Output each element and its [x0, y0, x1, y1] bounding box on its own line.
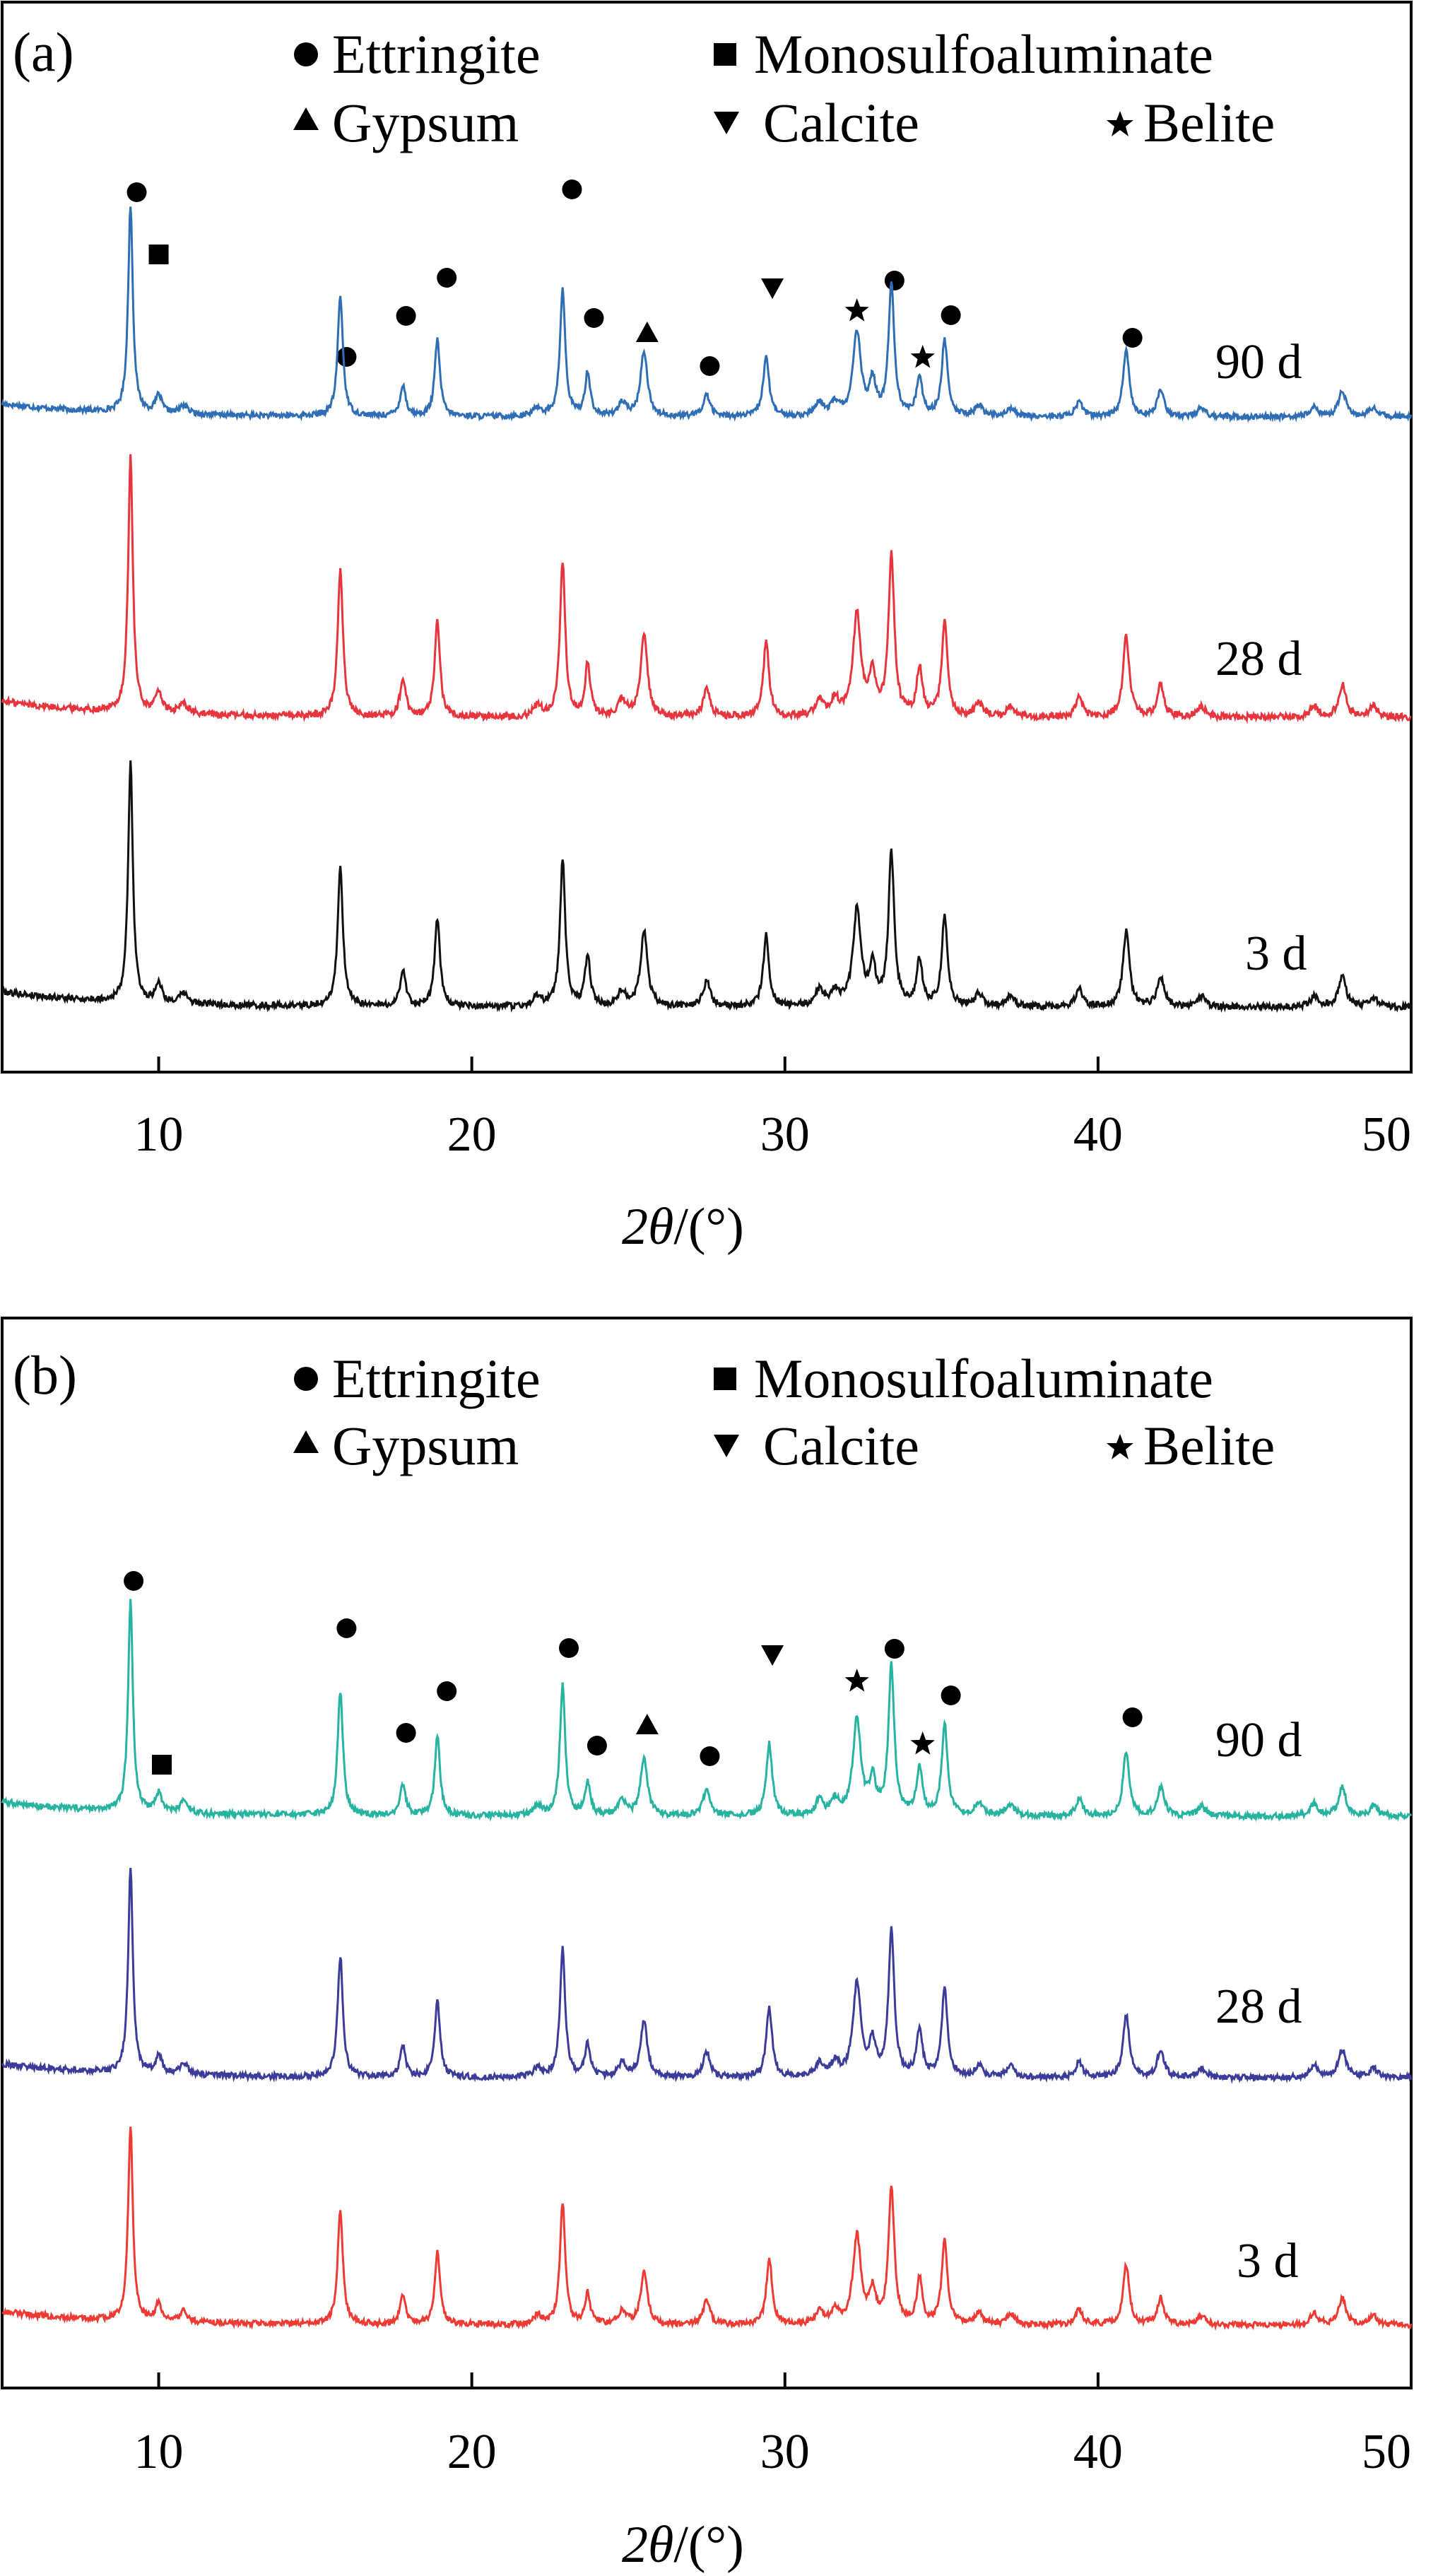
legend-label-belite: Belite	[1143, 1415, 1275, 1476]
legend-triangle-up-icon	[293, 1430, 319, 1453]
legend-label-gypsum: Gypsum	[332, 1415, 519, 1476]
legend-label-calcite: Calcite	[763, 92, 919, 153]
xrd-traces-a	[1, 206, 1413, 1013]
phase-marker-triangle-up	[635, 1714, 659, 1734]
phase-marker-circle	[336, 347, 357, 367]
phase-marker-star	[844, 1669, 869, 1692]
svg-text:2θ/(°): 2θ/(°)	[622, 1198, 744, 1256]
phase-marker-star	[910, 345, 935, 368]
legend-square-icon	[714, 43, 736, 66]
x-tick-label: 10	[134, 2425, 184, 2479]
phase-marker-circle	[562, 180, 582, 199]
phase-marker-circle	[941, 1686, 961, 1705]
legend-star-icon	[1107, 111, 1133, 136]
phase-marker-triangle-up	[635, 322, 659, 342]
legend-label-monosulfoaluminate: Monosulfoaluminate	[754, 23, 1213, 85]
legend-circle-icon	[294, 1367, 318, 1391]
series-label-28d-a: 28 d	[1215, 632, 1302, 686]
x-tick-label: 30	[760, 1107, 810, 1162]
x-axis-ticks-b: 10 20 30 40 50	[134, 2372, 1413, 2479]
phase-marker-circle	[700, 356, 720, 376]
phase-marker-circle	[437, 1681, 457, 1701]
xrd-trace-90d	[1, 1599, 1413, 1823]
x-tick-label: 30	[760, 2425, 810, 2479]
phase-marker-circle	[700, 1746, 720, 1766]
legend-label-belite: Belite	[1143, 92, 1275, 153]
legend-triangle-down-icon	[714, 1435, 739, 1457]
phase-marker-circle	[336, 1618, 357, 1638]
phase-marker-circle	[559, 1638, 579, 1658]
phase-marker-circle	[437, 268, 457, 288]
phase-markers-a	[126, 180, 1143, 376]
x-axis-unit-b: /(°)	[673, 2516, 743, 2574]
phase-marker-square	[148, 245, 169, 264]
series-label-90d-a: 90 d	[1215, 335, 1302, 389]
x-axis-symbol-b: 2θ	[622, 2516, 673, 2574]
series-label-28d-b: 28 d	[1215, 1980, 1302, 2034]
phase-marker-circle	[396, 1723, 416, 1743]
legend-a: Ettringite Monosulfoaluminate Gypsum Cal…	[293, 23, 1275, 153]
phase-marker-circle	[884, 1639, 904, 1659]
x-axis-unit-a: /(°)	[673, 1198, 743, 1256]
series-label-3d-a: 3 d	[1245, 927, 1307, 981]
plot-frame-b	[1, 1317, 1413, 2389]
legend-label-ettringite: Ettringite	[332, 23, 541, 85]
phase-marker-star	[844, 298, 869, 322]
x-axis-ticks-a: 10 20 30 40 50	[134, 1057, 1413, 1162]
x-tick-label: 20	[447, 2425, 497, 2479]
phase-marker-circle	[884, 271, 904, 290]
x-axis-symbol-a: 2θ	[622, 1198, 673, 1256]
svg-text:2θ/(°): 2θ/(°)	[622, 2516, 744, 2574]
series-label-3d-b: 3 d	[1237, 2234, 1299, 2288]
phase-marker-triangle-down	[761, 1645, 784, 1666]
panel-label-b: (b)	[13, 1344, 77, 1406]
phase-marker-circle	[941, 305, 961, 325]
panel-label-a: (a)	[13, 21, 74, 83]
phase-marker-circle	[124, 1571, 144, 1591]
xrd-trace-3d	[1, 2127, 1413, 2331]
x-tick-label: 40	[1073, 1107, 1123, 1162]
phase-marker-circle	[396, 306, 416, 326]
series-label-90d-b: 90 d	[1215, 1713, 1302, 1768]
legend-b: Ettringite Monosulfoaluminate Gypsum Cal…	[293, 1348, 1275, 1476]
legend-triangle-down-icon	[714, 112, 739, 134]
x-axis-label-a: 2θ/(°)	[622, 1198, 744, 1256]
legend-label-gypsum: Gypsum	[332, 92, 519, 153]
xrd-trace-28d	[1, 454, 1412, 724]
xrd-trace-28d	[1, 1868, 1413, 2084]
phase-marker-star	[910, 1731, 935, 1755]
phase-markers-b	[124, 1571, 1143, 1775]
phase-marker-triangle-down	[761, 278, 784, 299]
x-tick-label: 50	[1362, 2425, 1411, 2479]
panel-a: (a) Ettringite Monosulfoaluminate Gypsum…	[1, 1, 1413, 1256]
legend-triangle-up-icon	[293, 107, 319, 130]
phase-marker-circle	[584, 308, 604, 328]
xrd-traces-b	[1, 1599, 1413, 2331]
x-axis-label-b: 2θ/(°)	[622, 2516, 744, 2574]
panel-b: (b) Ettringite Monosulfoaluminate Gypsum…	[1, 1317, 1413, 2574]
plot-frame-a	[1, 1, 1413, 1074]
x-tick-label: 20	[447, 1107, 497, 1162]
x-tick-label: 10	[134, 1107, 184, 1162]
legend-label-calcite: Calcite	[763, 1415, 919, 1476]
phase-marker-circle	[126, 182, 147, 202]
legend-label-ettringite: Ettringite	[332, 1348, 541, 1409]
xrd-trace-90d	[1, 206, 1413, 423]
legend-label-monosulfoaluminate: Monosulfoaluminate	[754, 1348, 1213, 1409]
phase-marker-square	[151, 1755, 172, 1775]
phase-marker-circle	[587, 1736, 607, 1755]
phase-marker-circle	[1122, 328, 1143, 348]
x-tick-label: 50	[1362, 1107, 1411, 1162]
legend-circle-icon	[294, 42, 318, 66]
x-tick-label: 40	[1073, 2425, 1123, 2479]
legend-square-icon	[714, 1368, 736, 1390]
xrd-trace-3d	[1, 760, 1413, 1013]
legend-star-icon	[1107, 1434, 1133, 1459]
phase-marker-circle	[1122, 1707, 1143, 1727]
